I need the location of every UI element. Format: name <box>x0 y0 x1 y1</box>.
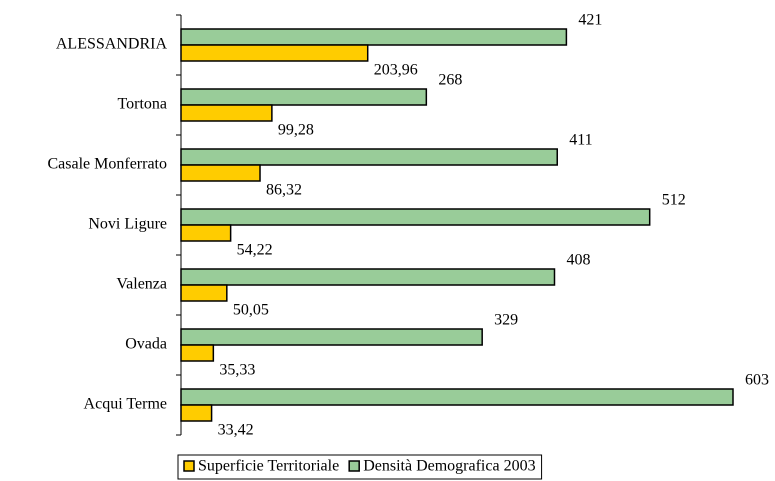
bar <box>180 344 215 362</box>
category-label: Acqui Terme <box>84 396 167 413</box>
value-label: 54,22 <box>237 242 273 259</box>
bar <box>180 268 556 286</box>
value-label: 50,05 <box>233 302 269 319</box>
bar <box>180 148 558 166</box>
bar <box>180 208 651 226</box>
legend-swatch <box>348 460 360 472</box>
value-label: 329 <box>494 312 518 329</box>
legend-label: Superficie Territoriale <box>198 458 339 475</box>
bar <box>180 224 232 242</box>
value-label: 86,32 <box>266 182 302 199</box>
bar <box>180 164 261 182</box>
legend-label: Densità Demografica 2003 <box>363 458 535 475</box>
value-label: 421 <box>578 12 602 29</box>
value-label: 603 <box>745 372 769 389</box>
bar <box>180 88 428 106</box>
value-label: 35,33 <box>219 362 255 379</box>
bar <box>180 284 228 302</box>
category-label: Novi Ligure <box>88 216 167 233</box>
bar <box>180 388 734 406</box>
category-label: Valenza <box>116 276 167 293</box>
value-label: 411 <box>569 132 592 149</box>
value-label: 203,96 <box>374 62 418 79</box>
value-label: 33,42 <box>218 422 254 439</box>
bar <box>180 44 369 62</box>
value-label: 408 <box>566 252 590 269</box>
category-label: Tortona <box>117 96 167 113</box>
legend <box>177 454 543 480</box>
bar <box>180 104 273 122</box>
category-label: Ovada <box>125 336 167 353</box>
bar <box>180 404 213 422</box>
value-label: 512 <box>662 192 686 209</box>
bar <box>180 328 483 346</box>
value-label: 99,28 <box>278 122 314 139</box>
category-label: ALESSANDRIA <box>56 36 168 53</box>
category-label: Casale Monferrato <box>47 156 167 173</box>
legend-swatch <box>183 460 195 472</box>
value-label: 268 <box>438 72 462 89</box>
bar <box>180 28 568 46</box>
